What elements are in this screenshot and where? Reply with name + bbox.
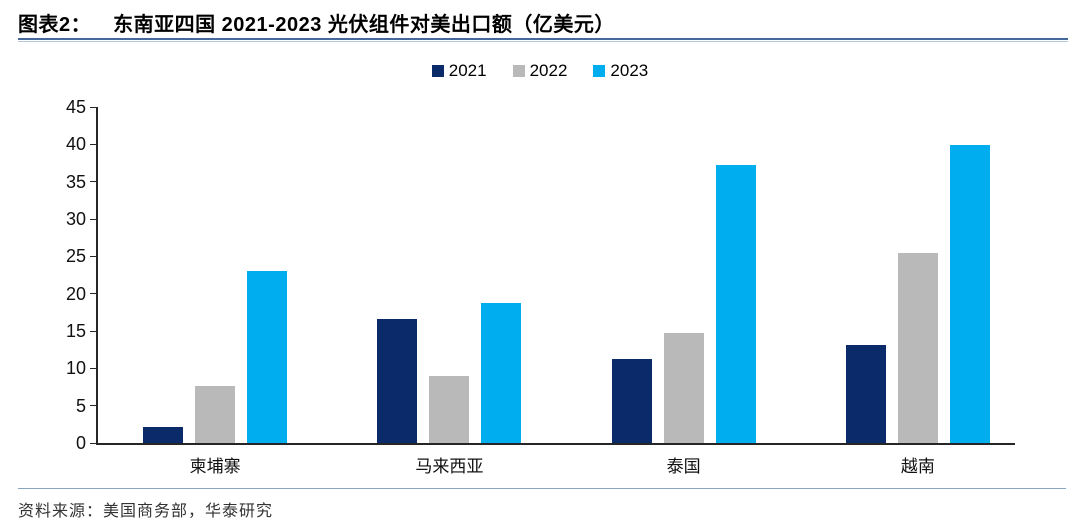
y-tick-mark	[90, 293, 97, 295]
figure-title: 图表2： 东南亚四国 2021-2023 光伏组件对美出口额（亿美元）	[18, 8, 1066, 37]
x-category-label: 越南	[900, 457, 935, 476]
y-tick-label: 20	[65, 283, 86, 304]
figure-title-text: 东南亚四国 2021-2023 光伏组件对美出口额（亿美元）	[113, 14, 615, 36]
y-tick-label: 15	[65, 321, 86, 341]
bar-2022-马来西亚	[429, 375, 470, 443]
source-note: 资料来源：美国商务部，华泰研究	[18, 503, 274, 520]
x-category-label: 泰国	[666, 457, 701, 476]
legend-label: 2022	[529, 61, 568, 80]
bar-group-2	[332, 107, 566, 443]
legend-item-2023: 2023	[593, 61, 648, 81]
legend-swatch-2022	[512, 65, 525, 77]
legend-swatch-2021	[431, 65, 444, 77]
y-tick-label: 30	[65, 209, 86, 229]
x-axis-line	[96, 443, 1015, 445]
bar-2021-马来西亚	[377, 319, 418, 443]
bar-2022-越南	[897, 253, 938, 443]
bar-2021-越南	[845, 345, 886, 443]
bar-2023-马来西亚	[481, 303, 522, 443]
title-divider-light	[18, 41, 1068, 42]
y-tick-label: 35	[65, 171, 86, 192]
bar-2021-柬埔寨	[143, 426, 184, 443]
y-tick-label: 5	[75, 395, 86, 416]
chart-legend: 2021 2022 2023	[0, 60, 1080, 82]
footer-divider	[18, 488, 1066, 489]
y-tick-mark	[90, 405, 97, 407]
legend-item-2022: 2022	[512, 61, 568, 81]
plot-area	[98, 107, 1035, 443]
bar-2023-柬埔寨	[247, 270, 288, 443]
bar-group-4	[801, 107, 1035, 443]
y-axis-line	[96, 107, 98, 443]
y-tick-label: 45	[65, 97, 86, 117]
legend-label: 2021	[448, 61, 487, 80]
y-tick-mark	[90, 367, 97, 369]
bar-groups	[98, 107, 1035, 443]
y-tick-mark	[90, 106, 97, 108]
y-tick-label: 10	[65, 358, 86, 379]
legend-label: 2023	[610, 61, 649, 80]
title-divider	[18, 38, 1068, 40]
y-tick-mark	[90, 218, 97, 220]
y-tick-mark	[90, 330, 97, 332]
y-tick-mark	[90, 442, 97, 444]
bar-2021-泰国	[611, 358, 652, 443]
bar-2022-柬埔寨	[195, 386, 236, 443]
bar-2023-泰国	[715, 165, 756, 443]
y-tick-mark	[90, 255, 97, 257]
x-category-label: 马来西亚	[415, 457, 484, 476]
x-axis-labels: 柬埔寨 马来西亚 泰国 越南	[98, 452, 1035, 477]
bar-group-3	[567, 107, 801, 443]
figure-number-label: 图表2：	[18, 14, 92, 36]
x-category-label: 柬埔寨	[189, 457, 241, 476]
bar-2022-泰国	[663, 332, 704, 443]
y-tick-mark	[90, 181, 97, 183]
y-tick-label: 40	[65, 134, 86, 155]
bar-2023-越南	[949, 145, 990, 443]
y-tick-mark	[90, 143, 97, 145]
bar-group-1	[98, 107, 332, 443]
y-tick-label: 0	[75, 433, 86, 453]
legend-swatch-2023	[593, 65, 606, 77]
y-tick-label: 25	[65, 246, 86, 267]
legend-item-2021: 2021	[431, 61, 487, 81]
